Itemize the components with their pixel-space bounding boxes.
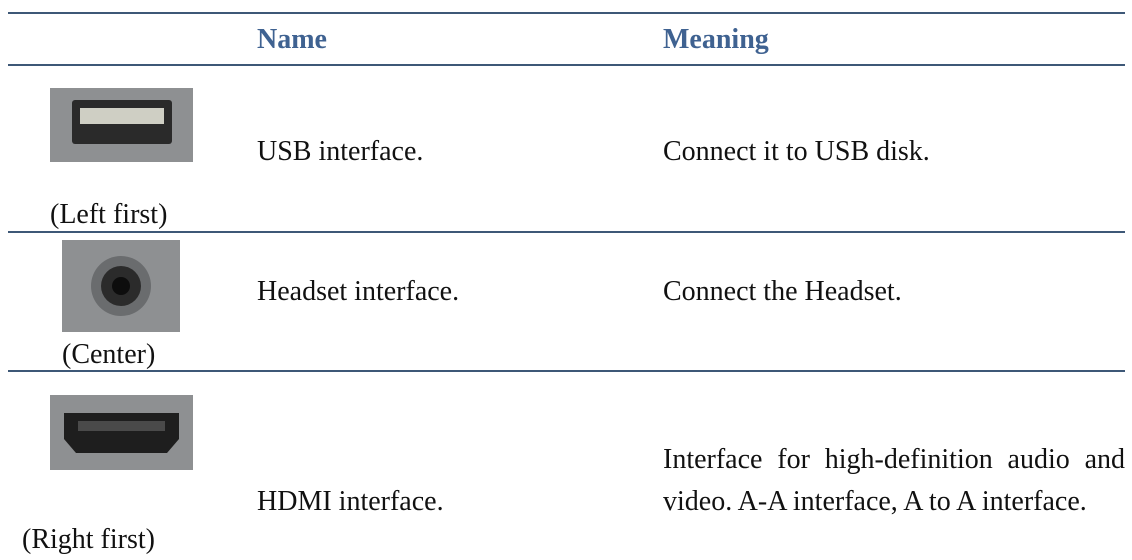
header-name: Name [257, 24, 327, 55]
row-rule [8, 370, 1125, 372]
row-caption: (Center) [62, 339, 156, 370]
row-meaning: Connect the Headset. [663, 276, 902, 307]
header-rule [8, 64, 1125, 66]
top-rule [8, 12, 1125, 14]
row-name: HDMI interface. [257, 486, 444, 517]
usb-icon [50, 88, 193, 162]
row-meaning: Connect it to USB disk. [663, 136, 930, 167]
hdmi-icon [50, 395, 193, 470]
row-rule [8, 231, 1125, 233]
header-meaning: Meaning [663, 24, 769, 55]
headset-icon [62, 240, 180, 332]
row-caption: (Left first) [50, 199, 168, 230]
row-caption: (Right first) [22, 524, 155, 555]
row-name: Headset interface. [257, 276, 460, 307]
row-name: USB interface. [257, 136, 424, 167]
row-meaning: Interface for high-definition audio and … [663, 444, 1125, 517]
